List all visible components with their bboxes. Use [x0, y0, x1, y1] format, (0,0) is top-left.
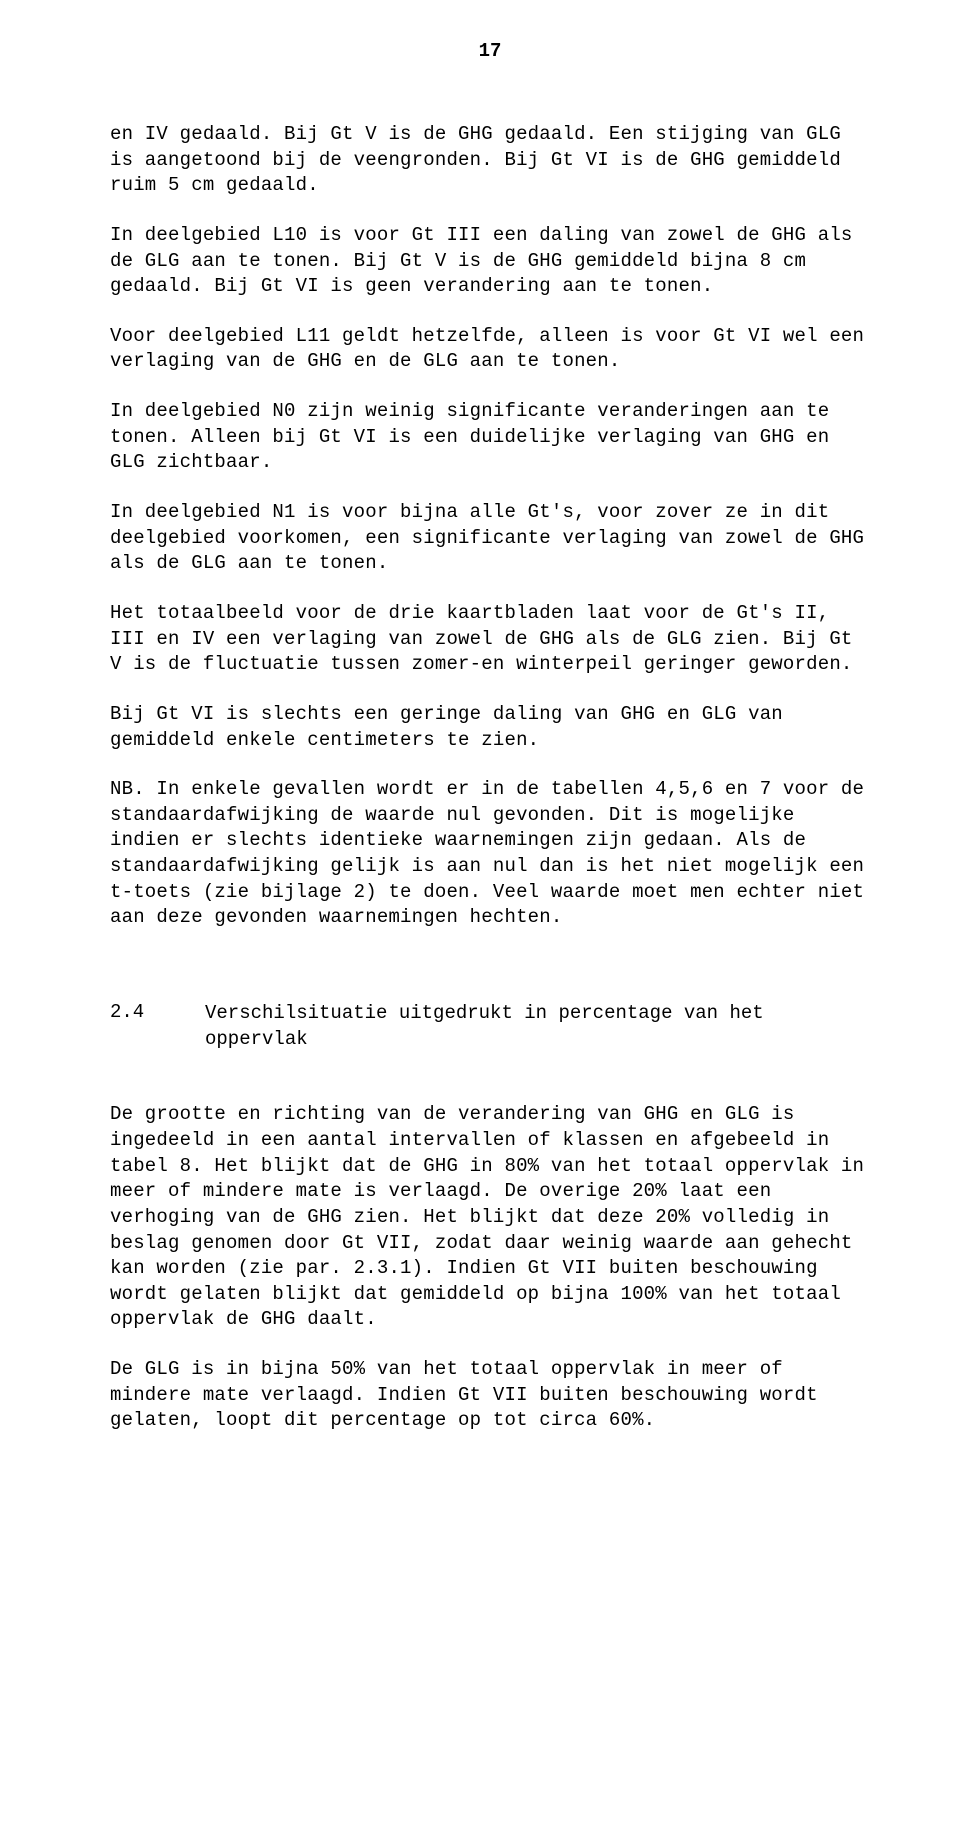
paragraph: De grootte en richting van de veranderin… — [110, 1102, 870, 1333]
section-title: Verschilsituatie uitgedrukt in percentag… — [205, 1001, 870, 1052]
paragraph: In deelgebied N1 is voor bijna alle Gt's… — [110, 500, 870, 577]
document-page: 17 en IV gedaald. Bij Gt V is de GHG ged… — [0, 0, 960, 1824]
page-number: 17 — [110, 40, 870, 62]
paragraph: en IV gedaald. Bij Gt V is de GHG gedaal… — [110, 122, 870, 199]
paragraph: Voor deelgebied L11 geldt hetzelfde, all… — [110, 324, 870, 375]
section-number: 2.4 — [110, 1001, 205, 1052]
paragraph: Het totaalbeeld voor de drie kaartbladen… — [110, 601, 870, 678]
paragraph: Bij Gt VI is slechts een geringe daling … — [110, 702, 870, 753]
paragraph: De GLG is in bijna 50% van het totaal op… — [110, 1357, 870, 1434]
paragraph: In deelgebied N0 zijn weinig significant… — [110, 399, 870, 476]
paragraph: In deelgebied L10 is voor Gt III een dal… — [110, 223, 870, 300]
section-heading: 2.4 Verschilsituatie uitgedrukt in perce… — [110, 1001, 870, 1052]
paragraph: NB. In enkele gevallen wordt er in de ta… — [110, 777, 870, 931]
